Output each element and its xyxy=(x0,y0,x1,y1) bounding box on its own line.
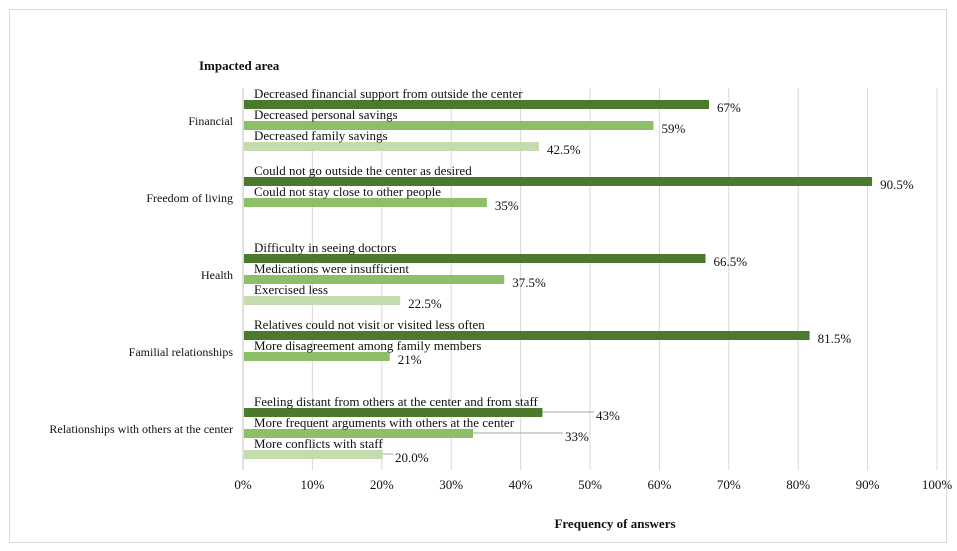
bar-label: More disagreement among family members xyxy=(254,338,481,353)
bar-label: Exercised less xyxy=(254,282,328,297)
bar xyxy=(244,429,474,438)
x-tick-label: 80% xyxy=(786,477,810,492)
data-label: 66.5% xyxy=(714,254,748,269)
bar-label: Relatives could not visit or visited les… xyxy=(254,317,485,332)
bar-label: More frequent arguments with others at t… xyxy=(254,415,515,430)
data-label: 22.5% xyxy=(408,296,442,311)
x-tick-label: 70% xyxy=(717,477,741,492)
category-label: Familial relationships xyxy=(129,345,234,359)
data-label: 42.5% xyxy=(547,142,581,157)
bar-label: Could not stay close to other people xyxy=(254,184,441,199)
data-label: 35% xyxy=(495,198,519,213)
x-tick-label: 20% xyxy=(370,477,394,492)
category-label: Health xyxy=(201,268,233,282)
category-label: Financial xyxy=(188,114,233,128)
x-tick-label: 40% xyxy=(509,477,533,492)
bar-label: Could not go outside the center as desir… xyxy=(254,163,472,178)
bars xyxy=(244,100,873,459)
data-label: 21% xyxy=(398,352,422,367)
bar xyxy=(244,408,543,417)
x-tick-label: 60% xyxy=(647,477,671,492)
bar-label: Feeling distant from others at the cente… xyxy=(254,394,539,409)
data-label: 67% xyxy=(717,100,741,115)
data-label: 81.5% xyxy=(818,331,852,346)
bar xyxy=(244,121,654,130)
bar xyxy=(244,100,709,109)
x-tick-label: 0% xyxy=(234,477,252,492)
labels: 0% 10% 20% 30% 40% 50% 60% 70% 80% 90% 100% Financi… xyxy=(49,86,952,492)
data-label: 59% xyxy=(661,121,685,136)
bar xyxy=(244,275,505,284)
bar xyxy=(244,331,810,340)
data-label: 37.5% xyxy=(512,275,546,290)
x-axis-title: Frequency of answers xyxy=(554,516,675,531)
bar-label: More conflicts with staff xyxy=(254,436,383,451)
bar-label: Decreased personal savings xyxy=(254,107,398,122)
data-label: 90.5% xyxy=(880,177,914,192)
bar xyxy=(244,177,873,186)
category-label: Relationships with others at the center xyxy=(49,422,233,436)
data-label: 33% xyxy=(565,429,589,444)
x-tick-label: 50% xyxy=(578,477,602,492)
bar xyxy=(244,142,539,151)
x-tick-label: 100% xyxy=(922,477,953,492)
bar xyxy=(244,296,401,305)
category-label: Freedom of living xyxy=(146,191,233,205)
x-tick-label: 10% xyxy=(300,477,324,492)
bar xyxy=(244,198,487,207)
y-axis-title: Impacted area xyxy=(199,58,280,73)
grid-lines xyxy=(242,88,938,470)
bar xyxy=(244,254,706,263)
bar-label: Decreased financial support from outside… xyxy=(254,86,523,101)
bar xyxy=(244,352,390,361)
x-tick-label: 30% xyxy=(439,477,463,492)
bar-label: Difficulty in seeing doctors xyxy=(254,240,396,255)
data-label: 20.0% xyxy=(395,450,429,465)
bar xyxy=(244,450,383,459)
x-tick-label: 90% xyxy=(856,477,880,492)
data-label: 43% xyxy=(596,408,620,423)
bar-label: Medications were insufficient xyxy=(254,261,409,276)
bar-label: Decreased family savings xyxy=(254,128,388,143)
